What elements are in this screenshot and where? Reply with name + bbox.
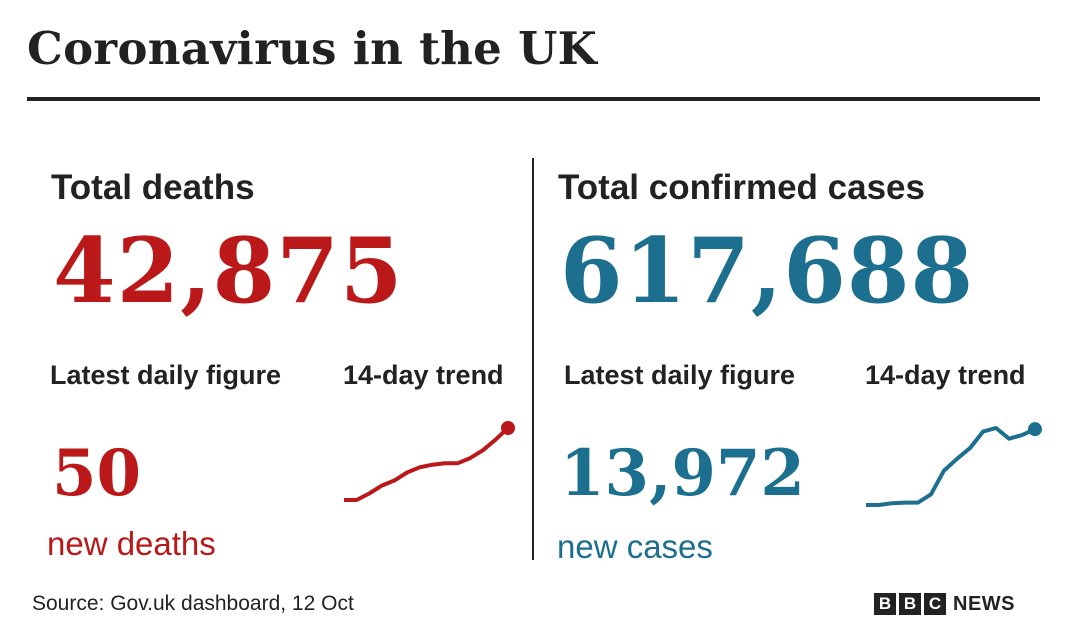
title-rule xyxy=(27,97,1040,101)
bbc-news-logo: B B C NEWS xyxy=(874,593,1015,615)
cases-trend-line xyxy=(866,426,1036,507)
total-deaths-value: 42,875 xyxy=(53,218,404,324)
cases-unit-label: new cases xyxy=(557,528,713,565)
column-divider xyxy=(532,158,534,560)
cases-trend-end-marker xyxy=(1028,422,1042,437)
deaths-daily-heading: Latest daily figure xyxy=(50,360,282,390)
deaths-trend-heading: 14-day trend xyxy=(343,360,504,390)
daily-cases-value: 13,972 xyxy=(560,436,805,511)
cases-daily-heading: Latest daily figure xyxy=(564,360,796,390)
bbc-logo-letter: B xyxy=(899,593,921,615)
cases-trend-chart xyxy=(866,422,1042,507)
cases-trend-heading: 14-day trend xyxy=(865,360,1026,390)
source-note: Source: Gov.uk dashboard, 12 Oct xyxy=(32,592,354,615)
deaths-trend-chart xyxy=(344,421,515,502)
deaths-unit-label: new deaths xyxy=(47,525,216,562)
cases-heading: Total confirmed cases xyxy=(558,168,925,207)
deaths-heading: Total deaths xyxy=(51,168,255,207)
total-cases-value: 617,688 xyxy=(560,218,975,324)
page-title: Coronavirus in the UK xyxy=(27,22,598,75)
bbc-logo-letter: C xyxy=(924,593,946,615)
daily-deaths-value: 50 xyxy=(52,436,142,511)
bbc-logo-letter: B xyxy=(874,593,896,615)
deaths-trend-end-marker xyxy=(501,421,515,435)
deaths-trend-line xyxy=(344,426,510,502)
bbc-news-wordmark: NEWS xyxy=(953,592,1015,615)
